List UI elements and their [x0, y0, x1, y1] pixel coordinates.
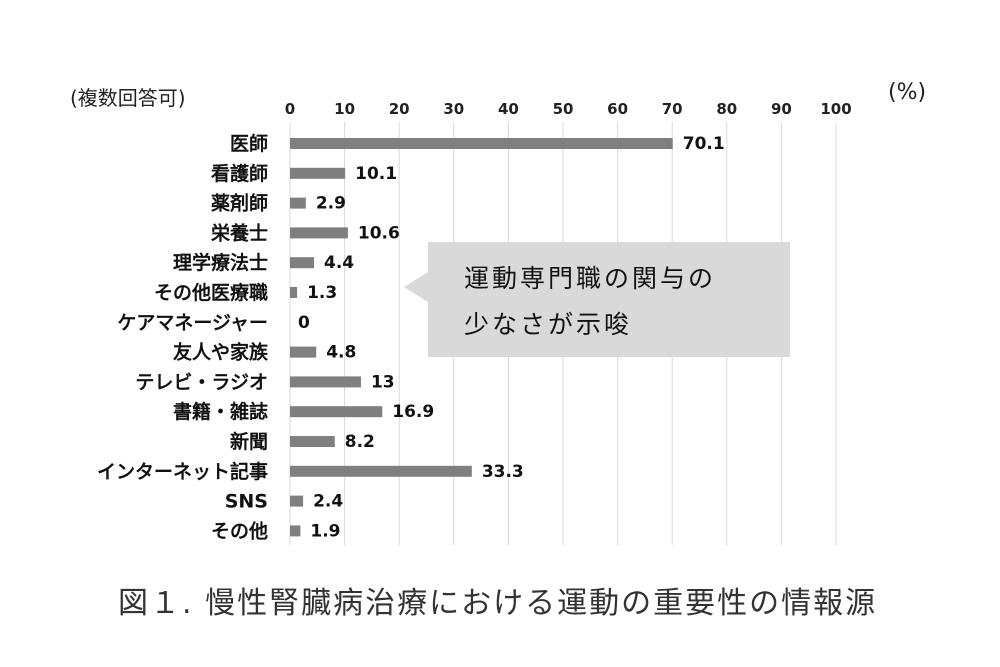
bar [290, 257, 315, 269]
x-tick-label: 20 [389, 100, 410, 118]
category-label: その他 [211, 519, 268, 542]
category-label: 看護師 [210, 162, 268, 185]
category-label: 理学療法士 [173, 251, 268, 274]
multiple-answers-note: (複数回答可) [70, 86, 186, 110]
bar [290, 197, 306, 209]
x-tick-label: 90 [771, 100, 792, 118]
data-label: 70.1 [683, 134, 725, 154]
callout-box: 運動専門職の関与の 少なさが示唆 [404, 242, 790, 357]
data-label: 2.4 [313, 492, 343, 512]
bar [290, 465, 472, 477]
bar [290, 436, 335, 447]
category-label: 新聞 [230, 430, 268, 453]
data-label: 10.6 [358, 223, 400, 243]
category-label: テレビ・ラジオ [135, 371, 268, 393]
x-tick-label: 100 [820, 100, 851, 118]
category-label: 栄養士 [210, 221, 268, 244]
x-tick-label: 0 [285, 100, 295, 118]
x-tick-label: 30 [443, 100, 464, 118]
bar [290, 406, 383, 418]
category-label: SNS [225, 491, 268, 513]
category-label: 医師 [230, 132, 268, 155]
x-tick-label: 80 [716, 100, 737, 118]
category-label: その他医療職 [154, 281, 268, 304]
callout-line-1: 運動専門職の関与の [464, 264, 717, 293]
callout-line-2: 少なさが示唆 [464, 310, 633, 339]
bar [290, 346, 317, 358]
x-tick-label: 50 [553, 100, 574, 118]
data-label: 13 [371, 372, 395, 392]
data-label: 4.8 [326, 343, 356, 363]
x-tick-label: 70 [662, 100, 683, 118]
data-label: 2.9 [316, 194, 346, 214]
data-label: 8.2 [345, 432, 375, 452]
bar [290, 525, 301, 537]
data-label: 10.1 [355, 164, 397, 184]
figure-caption: 図１. 慢性腎臓病治療における運動の重要性の情報源 [118, 586, 878, 621]
bar [290, 287, 298, 298]
bar [290, 167, 346, 179]
category-label: ケアマネージャー [117, 312, 268, 334]
bar [290, 138, 673, 149]
category-label: 薬剤師 [210, 192, 268, 215]
category-label: インターネット記事 [97, 460, 268, 483]
x-tick-label: 40 [498, 100, 519, 118]
bar [290, 227, 348, 239]
x-tick-label: 60 [607, 100, 628, 118]
data-label: 16.9 [392, 402, 434, 422]
unit-label: (%) [888, 80, 927, 105]
category-label: 友人や家族 [173, 341, 269, 364]
category-label: 書籍・雑誌 [173, 400, 268, 423]
x-tick-label: 10 [334, 100, 355, 118]
bar [290, 495, 304, 507]
bar [290, 376, 361, 388]
data-label: 4.4 [324, 253, 354, 273]
data-label: 0 [298, 313, 310, 333]
data-label: 1.3 [307, 283, 337, 303]
data-label: 1.9 [310, 521, 340, 541]
data-label: 33.3 [482, 462, 524, 482]
